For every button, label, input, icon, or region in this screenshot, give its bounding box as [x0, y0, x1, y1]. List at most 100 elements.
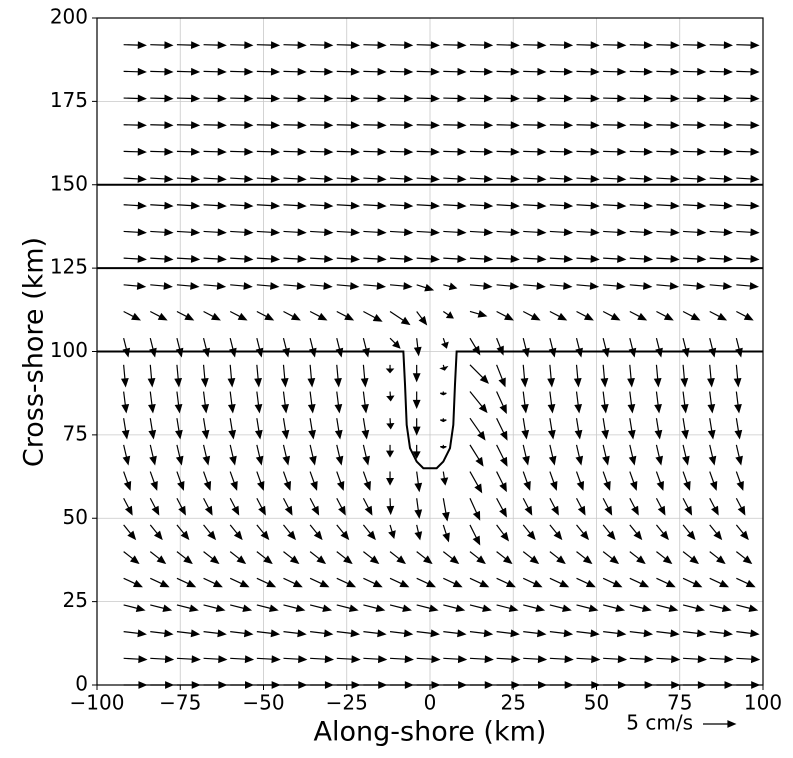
vector-arrow: [443, 67, 467, 76]
vector-arrow: [363, 67, 387, 76]
vector-arrow: [708, 338, 717, 358]
vector-arrow: [390, 147, 414, 156]
vector-arrow: [230, 282, 253, 290]
vector-arrow: [283, 282, 307, 290]
vector-arrow: [149, 551, 167, 565]
vector-arrow: [150, 655, 175, 664]
vector-arrow: [440, 471, 449, 486]
vector-arrow: [336, 471, 345, 491]
vector-arrow: [390, 67, 414, 76]
vector-arrow: [629, 497, 639, 516]
vector-arrow: [254, 418, 263, 440]
vector-arrow: [227, 364, 236, 388]
vector-arrow: [656, 147, 680, 156]
vector-arrow: [469, 577, 490, 588]
vector-arrow: [310, 121, 334, 130]
vector-arrow: [709, 201, 734, 210]
y-tick-label: 150: [50, 171, 88, 195]
vector-arrow: [683, 282, 706, 290]
vector-arrow: [523, 629, 547, 638]
vector-arrow: [683, 655, 708, 664]
vector-arrow: [176, 147, 201, 156]
vector-arrow: [203, 121, 227, 130]
vector-arrow: [389, 604, 412, 613]
vector-arrow: [123, 524, 137, 541]
vector-arrow: [416, 201, 440, 210]
vector-arrow: [336, 147, 361, 156]
vector-arrow: [203, 147, 227, 156]
vector-arrow: [576, 655, 601, 664]
vector-arrow: [627, 364, 635, 388]
vector-arrow: [523, 228, 547, 237]
vector-arrow: [629, 471, 638, 491]
vector-arrow: [469, 147, 494, 156]
vector-arrow: [681, 338, 690, 358]
vector-arrow: [629, 604, 652, 613]
vector-arrow: [283, 67, 307, 76]
vector-arrow: [522, 471, 531, 491]
x-tick-label: −25: [326, 691, 368, 715]
vector-arrow: [150, 577, 170, 588]
vector-arrow: [309, 471, 318, 491]
vector-arrow: [336, 310, 355, 321]
vector-arrow: [123, 282, 147, 290]
vector-arrow: [229, 524, 243, 541]
vector-arrow: [469, 417, 486, 441]
vector-arrow: [230, 147, 254, 156]
vector-arrow: [230, 255, 254, 263]
vector-arrow: [629, 551, 646, 565]
vector-arrow: [469, 391, 488, 414]
vector-arrow: [123, 121, 147, 130]
vector-arrow: [148, 418, 157, 440]
vector-arrow: [575, 497, 586, 516]
vector-arrow: [656, 629, 680, 638]
vector-arrow: [149, 471, 158, 491]
vector-arrow: [734, 391, 742, 414]
vector-arrow: [229, 338, 237, 358]
vector-arrow: [123, 577, 143, 588]
vector-arrow: [683, 147, 707, 156]
vector-arrow: [439, 364, 449, 371]
vector-arrow: [310, 67, 334, 76]
vector-arrow: [150, 147, 174, 156]
vector-arrow: [576, 255, 600, 263]
vector-arrow: [203, 524, 217, 541]
vector-arrow: [308, 418, 316, 440]
vector-arrow: [123, 201, 147, 210]
vector-arrow: [735, 551, 753, 565]
vector-arrow: [310, 228, 334, 237]
vector-arrow: [549, 94, 574, 103]
vector-arrow: [175, 338, 184, 358]
vector-arrow: [443, 121, 467, 130]
vector-arrow: [363, 201, 387, 210]
vector-arrow: [416, 67, 440, 76]
vector-arrow: [523, 175, 547, 183]
vector-arrow: [549, 175, 574, 183]
vector-arrow: [310, 629, 334, 638]
vector-arrow: [150, 175, 174, 183]
vector-arrow: [629, 67, 654, 76]
vector-arrow: [412, 364, 421, 383]
vector-arrow: [523, 41, 547, 50]
vector-arrow: [416, 94, 440, 103]
vector-arrow: [307, 364, 316, 388]
vector-arrow: [256, 497, 266, 516]
vector-arrow: [469, 444, 484, 467]
vector-arrow: [256, 577, 277, 588]
vector-arrow: [443, 41, 467, 50]
vector-arrow: [549, 121, 574, 130]
vector-arrow: [629, 201, 654, 210]
vector-arrow: [576, 604, 599, 613]
vector-arrow: [362, 524, 376, 541]
vector-arrow: [496, 524, 510, 542]
vector-arrow: [575, 338, 583, 358]
vector-arrow: [174, 391, 183, 414]
vector-arrow: [522, 524, 536, 541]
vector-arrow: [362, 471, 371, 491]
vector-arrow: [336, 94, 361, 103]
vector-arrow: [203, 175, 227, 183]
vector-arrow: [202, 338, 210, 358]
vector-arrow: [469, 175, 494, 183]
vector-arrow: [654, 418, 663, 440]
vector-arrow: [600, 364, 609, 388]
